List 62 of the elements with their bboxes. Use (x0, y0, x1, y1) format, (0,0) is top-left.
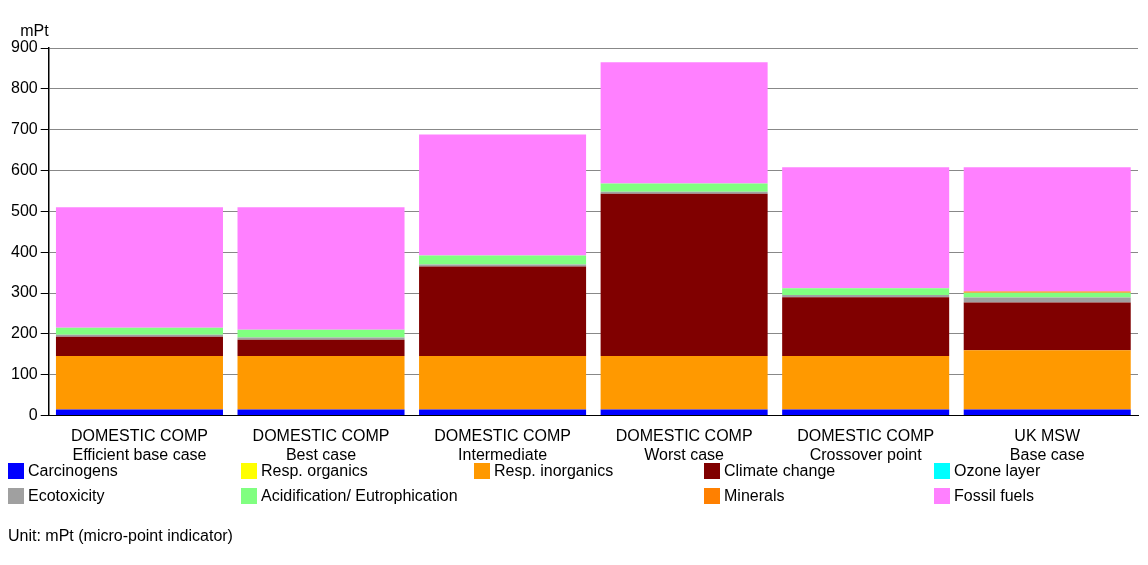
x-tick-label: DOMESTIC COMP Intermediate (434, 426, 572, 463)
legend-label: Climate change (724, 462, 836, 480)
y-tick-label: 400 (10, 242, 38, 260)
legend-label: Carcinogens (28, 462, 118, 480)
bar (782, 355, 950, 410)
bar (55, 409, 223, 416)
bar (237, 337, 405, 340)
bar (55, 334, 223, 337)
y-tick-label: 600 (10, 160, 38, 178)
y-tick-label: 900 (10, 38, 38, 56)
bar (600, 355, 768, 410)
bar (237, 329, 405, 338)
bar (963, 302, 1131, 351)
bar (55, 336, 223, 356)
x-tick-label: DOMESTIC COMP Best case (252, 426, 390, 463)
legend-label: Minerals (724, 487, 785, 505)
bar (237, 409, 405, 416)
legend-label: Resp. organics (261, 462, 368, 480)
bar (963, 350, 1131, 410)
y-tick-label: 0 (28, 406, 38, 424)
legend-label: Ozone layer (954, 462, 1041, 480)
y-tick-label: 100 (10, 365, 38, 383)
bar (237, 339, 405, 356)
bar (600, 193, 768, 356)
bar (963, 292, 1131, 298)
legend-label: Resp. inorganics (494, 462, 614, 480)
bar (782, 297, 950, 356)
bar (419, 355, 587, 410)
text: Unit: mPt (micro-point indicator) (8, 527, 234, 545)
bar (419, 264, 587, 267)
bar (600, 191, 768, 194)
bar (237, 207, 405, 330)
legend-label: Fossil fuels (954, 487, 1035, 505)
y-tick-label: 300 (10, 283, 38, 301)
bar (600, 409, 768, 416)
bar (55, 327, 223, 335)
bar (419, 409, 587, 416)
bar (237, 355, 405, 410)
bar (55, 207, 223, 328)
x-tick-label: UK MSW Base case (1009, 426, 1085, 463)
bar (419, 255, 587, 265)
x-tick-label: DOMESTIC COMP Worst case (615, 426, 753, 463)
bar (782, 288, 950, 296)
bar (782, 295, 950, 298)
bar (55, 355, 223, 410)
bar (419, 266, 587, 356)
bar (600, 183, 768, 192)
bar (782, 167, 950, 289)
y-axis-title: mPt (20, 22, 50, 40)
bar (963, 409, 1131, 416)
bar (963, 167, 1131, 292)
bar (782, 409, 950, 416)
bar (419, 134, 587, 256)
bar (600, 62, 768, 184)
y-tick-label: 500 (10, 201, 38, 219)
y-tick-label: 200 (10, 324, 38, 342)
y-tick-label: 700 (10, 120, 38, 138)
x-tick-label: DOMESTIC COMP Efficient base case (71, 426, 208, 463)
legend-label: Acidification/ Eutrophication (261, 487, 458, 505)
y-tick-label: 800 (10, 79, 38, 97)
x-tick-label: DOMESTIC COMP Crossover point (797, 426, 935, 463)
legend-label: Ecotoxicity (28, 487, 105, 505)
